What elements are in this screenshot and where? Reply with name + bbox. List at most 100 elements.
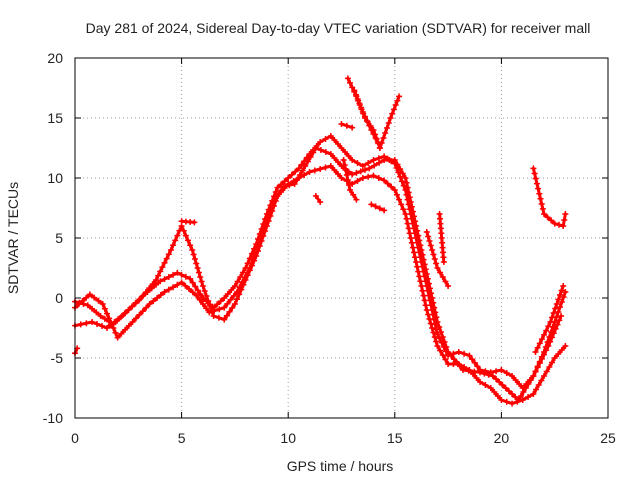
data-point — [174, 281, 181, 288]
data-point — [419, 287, 426, 294]
data-point — [163, 255, 170, 262]
data-point — [189, 289, 196, 296]
data-point — [420, 256, 427, 263]
data-point — [382, 130, 389, 136]
data-point — [174, 232, 181, 239]
data-point — [182, 273, 189, 280]
data-point — [509, 400, 516, 407]
data-point — [408, 239, 415, 246]
data-point — [423, 271, 430, 277]
data-point — [512, 394, 519, 400]
data-point — [545, 343, 552, 349]
data-point — [170, 271, 177, 278]
data-point — [409, 244, 416, 251]
data-point — [347, 187, 354, 193]
data-point — [370, 131, 377, 137]
data-point — [343, 172, 350, 178]
data-point — [426, 238, 433, 244]
data-point — [359, 175, 366, 181]
data-point — [426, 285, 433, 292]
data-point — [221, 304, 228, 311]
data-point — [191, 256, 198, 262]
data-point — [285, 175, 292, 181]
data-point — [548, 217, 555, 224]
data-point — [530, 373, 537, 379]
data-point — [412, 218, 419, 225]
data-point — [103, 310, 110, 317]
data-point — [454, 359, 461, 366]
data-point — [437, 329, 444, 335]
data-point — [394, 97, 401, 104]
data-point — [541, 351, 548, 358]
data-point — [410, 249, 417, 256]
data-point — [422, 302, 429, 309]
data-point — [342, 149, 349, 155]
data-point — [189, 279, 196, 286]
data-point — [423, 229, 430, 235]
data-point — [405, 225, 412, 232]
data-point — [226, 308, 233, 315]
data-point — [541, 373, 548, 379]
data-point — [515, 397, 522, 403]
data-point — [366, 165, 373, 172]
data-point — [99, 323, 106, 329]
data-point — [420, 292, 427, 299]
data-point — [354, 96, 361, 103]
data-point — [288, 171, 295, 178]
data-point — [482, 382, 489, 388]
data-point — [451, 356, 458, 363]
data-point — [530, 391, 537, 397]
data-point — [352, 91, 359, 98]
data-point — [442, 356, 449, 363]
data-point — [165, 274, 172, 280]
series-track-f — [338, 121, 356, 131]
data-point — [194, 287, 201, 294]
data-point — [439, 334, 446, 340]
data-point — [201, 288, 208, 294]
data-point — [547, 338, 554, 345]
data-point — [543, 347, 550, 354]
data-point — [115, 316, 122, 322]
data-point — [391, 157, 398, 163]
data-point — [512, 377, 519, 383]
data-point — [296, 172, 303, 178]
data-point — [250, 256, 257, 262]
data-point — [118, 330, 125, 337]
data-point — [199, 283, 206, 289]
data-point — [327, 163, 334, 169]
data-point — [562, 289, 569, 295]
data-point — [199, 301, 206, 307]
data-point — [553, 301, 560, 307]
data-point — [557, 304, 564, 310]
data-point — [110, 325, 117, 331]
data-point — [196, 296, 203, 303]
data-point — [353, 169, 360, 176]
data-point — [376, 145, 383, 151]
data-point — [543, 327, 550, 334]
data-point — [416, 273, 423, 280]
data-point — [197, 274, 204, 280]
data-point — [376, 159, 383, 166]
data-point — [338, 145, 345, 151]
data-point — [415, 232, 422, 239]
data-point — [359, 163, 366, 169]
data-point — [560, 283, 567, 289]
data-point — [408, 203, 415, 210]
data-point — [550, 310, 557, 316]
data-point — [397, 173, 404, 180]
data-point — [351, 87, 358, 94]
data-point — [491, 389, 498, 395]
data-point — [527, 377, 534, 383]
data-point — [427, 242, 434, 249]
data-point — [184, 237, 191, 244]
data-point — [460, 367, 467, 373]
data-point — [194, 265, 201, 271]
data-point — [307, 154, 314, 160]
data-point — [354, 178, 361, 184]
data-point — [425, 311, 432, 318]
data-point — [430, 299, 437, 306]
data-point — [520, 389, 527, 395]
data-point — [281, 178, 288, 185]
data-point — [135, 297, 142, 304]
data-point — [448, 352, 455, 359]
